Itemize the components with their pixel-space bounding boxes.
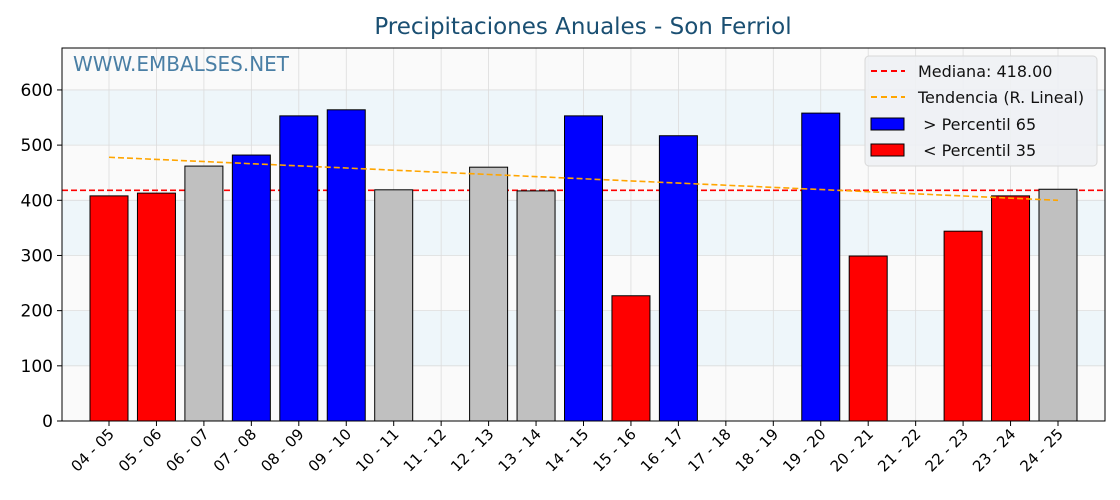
bar-20-21 <box>848 255 888 422</box>
y-tick-label: 0 <box>42 412 53 432</box>
chart-title: Precipitaciones Anuales - Son Ferriol <box>374 14 791 40</box>
bar-13-14 <box>516 190 556 422</box>
bar-14-15 <box>564 115 603 422</box>
x-tick-label: 12 - 13 <box>447 425 497 475</box>
y-tick-label: 600 <box>21 81 53 101</box>
x-tick-label: 20 - 21 <box>827 425 877 475</box>
legend-high-swatch <box>870 117 905 131</box>
legend-low-label: < Percentil 35 <box>918 141 1036 160</box>
x-tick-label: 14 - 15 <box>542 425 592 475</box>
legend-low-swatch <box>870 143 905 157</box>
x-tick-label: 04 - 05 <box>68 425 118 475</box>
bar-15-16 <box>611 295 651 422</box>
y-tick-label: 500 <box>21 136 53 156</box>
bar-16-17 <box>658 135 698 422</box>
bar-06-07 <box>184 165 224 422</box>
x-tick-label: 21 - 22 <box>874 425 924 475</box>
bar-10-11 <box>374 189 414 422</box>
y-tick-label: 400 <box>21 191 53 211</box>
bar-12-13 <box>469 166 509 422</box>
x-tick-label: 16 - 17 <box>637 425 687 475</box>
bar-07-08 <box>231 154 271 422</box>
x-tick-label: 24 - 25 <box>1017 425 1067 475</box>
bar-09-10 <box>326 109 366 422</box>
bar-04-05 <box>89 195 129 422</box>
legend: Mediana: 418.00 Tendencia (R. Lineal) > … <box>864 55 1098 167</box>
watermark: WWW.EMBALSES.NET <box>73 52 290 76</box>
x-tick-label: 19 - 20 <box>779 425 829 475</box>
x-tick-label: 07 - 08 <box>210 425 260 475</box>
x-tick-label: 15 - 16 <box>589 425 639 475</box>
bar-24-25 <box>1038 188 1078 422</box>
x-tick-label: 10 - 11 <box>352 425 402 475</box>
bar-05-06 <box>136 192 176 422</box>
plot-frame <box>61 47 1106 422</box>
x-tick-label: 23 - 24 <box>969 425 1019 475</box>
x-tick-label: 17 - 18 <box>684 425 734 475</box>
x-tick-label: 06 - 07 <box>162 425 212 475</box>
x-tick-label: 18 - 19 <box>732 425 782 475</box>
bar-08-09 <box>279 115 319 422</box>
bar-22-23 <box>943 230 983 422</box>
legend-high-label: > Percentil 65 <box>918 115 1036 134</box>
bar-19-20 <box>801 112 841 422</box>
legend-trend-label: Tendencia (R. Lineal) <box>917 88 1084 107</box>
x-tick-label: 11 - 12 <box>400 425 450 475</box>
x-tick-label: 13 - 14 <box>495 425 545 475</box>
y-tick-label: 100 <box>21 357 53 377</box>
x-tick-label: 08 - 09 <box>257 425 307 475</box>
x-tick-label: 09 - 10 <box>305 425 355 475</box>
bar-23-24 <box>991 195 1031 422</box>
y-tick-label: 300 <box>21 246 53 266</box>
trend-line <box>108 156 1059 202</box>
x-tick-label: 22 - 23 <box>922 425 972 475</box>
x-tick-label: 05 - 06 <box>115 425 165 475</box>
legend-median-label: Mediana: 418.00 <box>918 62 1052 81</box>
y-tick-label: 200 <box>21 302 53 322</box>
